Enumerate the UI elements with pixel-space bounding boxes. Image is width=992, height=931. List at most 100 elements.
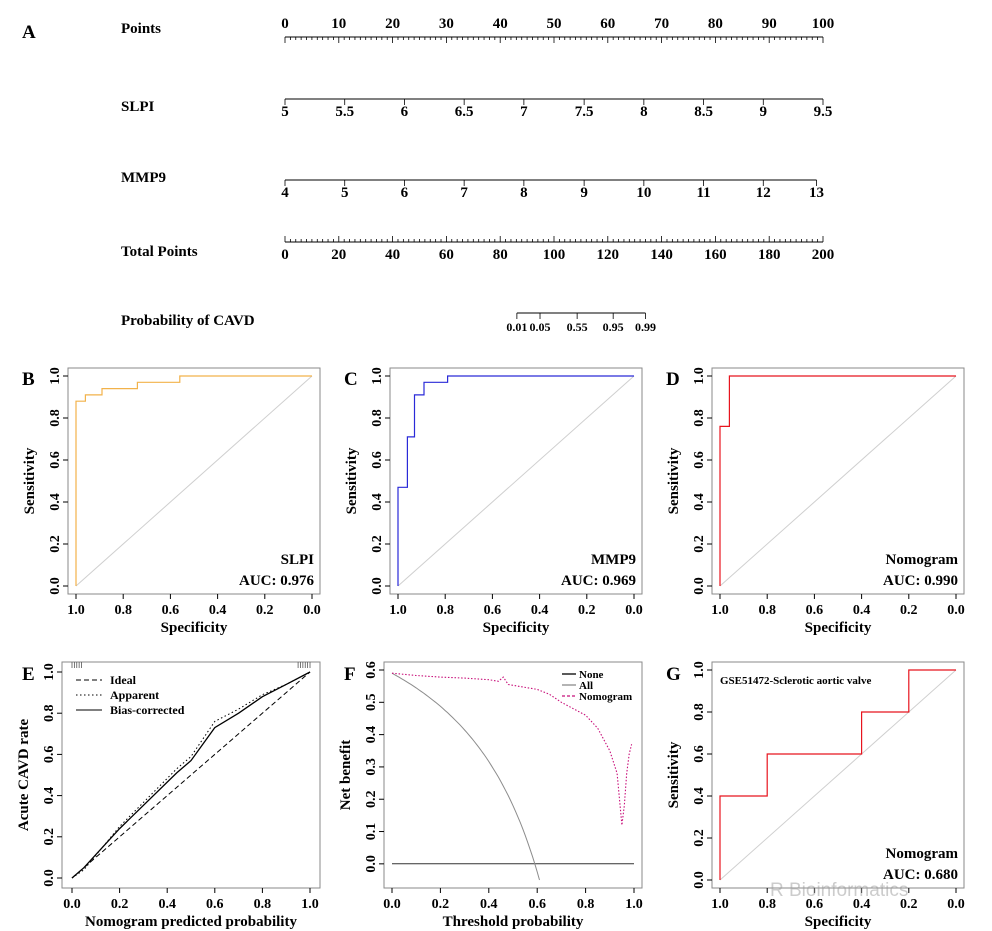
nomogram-tick-label: 6.5 [455,104,474,120]
nomogram-tick-label: 5.5 [335,104,354,120]
y-tick-label: 0.6 [364,661,379,679]
plot-frame [383,661,643,889]
x-tick-label: 0.4 [853,897,871,912]
nomogram-tick-label: 0.05 [530,320,551,334]
roc-curve-nomogram [719,669,956,880]
nomogram-tick-label: 0.55 [567,320,588,334]
panel-label-a: A [22,22,36,43]
nomogram-tick-label: 200 [812,247,835,263]
x-tick-label: 0.2 [111,897,129,912]
y-tick-label: 0.2 [48,535,63,553]
nomogram-tick-label: 9 [760,104,768,120]
y-tick-label: 0.4 [370,493,385,511]
watermark-text: R Bioinformatics [770,880,908,901]
y-tick-label: 0.8 [48,409,63,427]
x-tick-label: 1.0 [301,897,319,912]
y-tick-label: 1.0 [42,663,57,681]
plot-frame [711,661,965,889]
nomogram-tick-label: 20 [385,16,400,32]
y-tick-label: 0.2 [692,829,707,847]
x-tick-label: 0.6 [484,603,502,618]
nomogram-tick-label: 30 [439,16,454,32]
nomogram-tick-label: 120 [597,247,620,263]
nomogram-row-label: MMP9 [121,170,166,186]
x-tick-label: 1.0 [67,603,85,618]
roc-mmp9-panel: 1.0 0.8 0.6 0.4 0.2 0.0 0.0 0.2 0.4 0.6 0.8 1.0 Spec… [344,367,643,636]
calibration-legend-label: Bias-corrected [110,703,185,717]
y-tick-label: 0.2 [364,790,379,808]
x-tick-label: 0.0 [303,603,321,618]
y-tick-label: 0.6 [692,745,707,763]
nomogram-tick-label: 10 [636,185,651,201]
x-tick-label: 0.8 [577,897,595,912]
nomogram-tick-label: 80 [708,16,723,32]
x-tick-label: 0.2 [578,603,596,618]
x-tick-label: 1.0 [711,603,729,618]
plot-frame [389,367,643,595]
nomogram-tick-label: 8 [520,185,528,201]
nomogram-tick-label: 7 [460,185,468,201]
calibration-legend-label: Apparent [110,688,159,702]
calibration-panel: 0.0 0.2 0.4 0.6 0.8 1.0 0.0 0.2 0.4 0.6 0.8 1.0 Nomo… [16,661,321,930]
y-tick-label: 0.6 [42,746,57,764]
y-tick-label: 0.0 [692,871,707,889]
nomogram-tick-label: 11 [696,185,710,201]
y-tick-label: 0.0 [42,869,57,887]
nomogram-tick-label: 40 [493,16,508,32]
y-tick-label: 0.0 [364,855,379,873]
roc-legend-name: Nomogram [886,552,959,568]
panel-label-b: B [22,369,35,390]
nomogram-row-label: Probability of CAVD [121,313,255,329]
calibration-line-bias-corrected [71,671,311,879]
x-tick-label: 0.0 [383,897,401,912]
nomogram-tick-label: 20 [331,247,346,263]
nomogram-tick-label: 50 [547,16,562,32]
y-tick-label: 1.0 [370,367,385,385]
y-tick-label: 0.4 [48,493,63,511]
x-tick-label: 0.8 [758,897,776,912]
x-tick-label: 0.8 [436,603,454,618]
x-tick-label: 0.0 [947,897,965,912]
nomogram-tick-label: 5 [341,185,349,201]
dca-legend-label: None [579,669,604,681]
panel-label-c: C [344,369,358,390]
y-tick-label: 0.8 [692,703,707,721]
y-tick-label: 0.5 [364,694,379,712]
x-tick-label: 0.8 [114,603,132,618]
x-tick-label: 0.4 [531,603,549,618]
x-tick-label: 1.0 [711,897,729,912]
nomogram-tick-label: 160 [704,247,727,263]
x-tick-label: 0.0 [625,603,643,618]
y-tick-label: 0.8 [692,409,707,427]
x-axis-title: Nomogram predicted probability [85,914,297,930]
x-tick-label: 0.2 [900,603,918,618]
y-tick-label: 0.4 [692,493,707,511]
decision-curve-panel: 0.0 0.2 0.4 0.6 0.8 1.0 0.0 0.1 0.2 0.3 0.4 0.5 0.6 T… [338,661,643,930]
nomogram-tick-label: 0.99 [635,320,656,334]
y-tick-label: 0.3 [364,758,379,776]
roc-nomogram-panel: 1.0 0.8 0.6 0.4 0.2 0.0 0.0 0.2 0.4 0.6 0.8 1.0 Spec… [666,367,965,636]
nomogram-tick-label: 6 [401,185,409,201]
x-tick-label: 0.4 [158,897,176,912]
y-tick-label: 0.0 [48,577,63,595]
diagonal-reference-line [75,375,313,587]
nomogram-tick-label: 12 [756,185,771,201]
y-axis-title: Sensitivity [666,741,682,808]
nomogram-tick-label: 0.01 [506,320,527,334]
y-axis-title: Acute CAVD rate [16,719,32,832]
nomogram-tick-label: 60 [439,247,454,263]
x-tick-label: 1.0 [625,897,643,912]
nomogram-row-label: Total Points [121,244,198,260]
y-tick-label: 1.0 [48,367,63,385]
y-tick-label: 0.4 [364,726,379,744]
nomogram-tick-label: 9 [580,185,588,201]
nomogram-tick-label: 10 [331,16,346,32]
y-tick-label: 0.1 [364,823,379,841]
dca-all-curve [391,672,540,881]
dca-legend-label: All [579,680,593,692]
y-tick-label: 0.2 [42,828,57,846]
nomogram-tick-label: 100 [543,247,566,263]
x-tick-label: 0.8 [758,603,776,618]
calibration-line-apparent [71,671,311,879]
nomogram-tick-label: 13 [809,185,824,201]
